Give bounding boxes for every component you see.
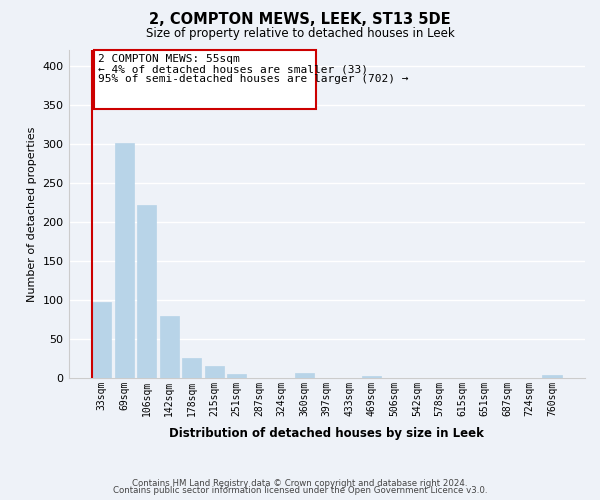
Text: 95% of semi-detached houses are larger (702) →: 95% of semi-detached houses are larger (… — [98, 74, 409, 84]
Bar — [160, 316, 179, 378]
Text: ← 4% of detached houses are smaller (33): ← 4% of detached houses are smaller (33) — [98, 64, 368, 74]
Bar — [92, 302, 111, 378]
Y-axis label: Number of detached properties: Number of detached properties — [27, 126, 37, 302]
Bar — [205, 366, 224, 378]
Bar — [542, 374, 562, 378]
Bar — [227, 374, 246, 378]
Text: 2 COMPTON MEWS: 55sqm: 2 COMPTON MEWS: 55sqm — [98, 54, 240, 64]
FancyBboxPatch shape — [94, 50, 316, 108]
Bar — [137, 204, 156, 378]
X-axis label: Distribution of detached houses by size in Leek: Distribution of detached houses by size … — [169, 427, 484, 440]
Bar — [115, 143, 134, 378]
Bar — [182, 358, 201, 378]
Text: Size of property relative to detached houses in Leek: Size of property relative to detached ho… — [146, 28, 454, 40]
Text: 2, COMPTON MEWS, LEEK, ST13 5DE: 2, COMPTON MEWS, LEEK, ST13 5DE — [149, 12, 451, 28]
Text: Contains public sector information licensed under the Open Government Licence v3: Contains public sector information licen… — [113, 486, 487, 495]
Bar — [362, 376, 382, 378]
Bar — [295, 373, 314, 378]
Text: Contains HM Land Registry data © Crown copyright and database right 2024.: Contains HM Land Registry data © Crown c… — [132, 478, 468, 488]
